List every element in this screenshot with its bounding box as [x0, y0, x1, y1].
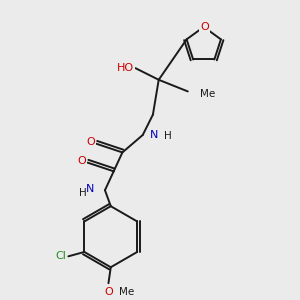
Text: Me: Me — [200, 89, 215, 99]
Text: O: O — [104, 287, 113, 297]
Text: O: O — [200, 22, 209, 32]
Text: N: N — [150, 130, 158, 140]
Text: Cl: Cl — [56, 251, 67, 261]
Text: N: N — [85, 184, 94, 194]
Text: H: H — [164, 131, 171, 142]
Text: O: O — [86, 137, 95, 147]
Text: O: O — [77, 156, 86, 166]
Text: Me: Me — [119, 287, 134, 297]
Text: HO: HO — [117, 63, 134, 73]
Text: H: H — [79, 188, 87, 198]
